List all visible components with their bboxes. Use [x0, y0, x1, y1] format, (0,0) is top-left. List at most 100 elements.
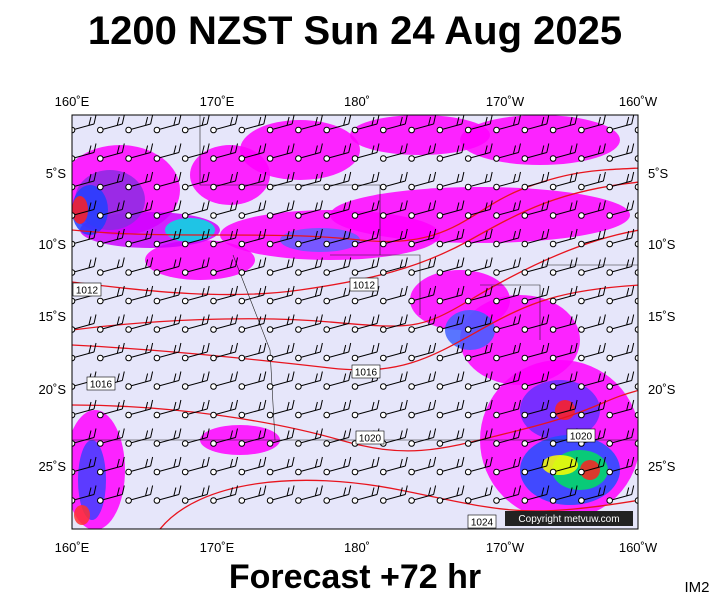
barb-station — [97, 155, 104, 162]
barb-staff — [269, 285, 295, 302]
barb-station — [210, 383, 217, 390]
wind-barb — [125, 285, 154, 305]
barb-station — [351, 326, 359, 333]
barb-staff — [128, 228, 154, 245]
barb-staff — [241, 399, 267, 416]
wind-barb — [380, 399, 408, 419]
wind-barb — [295, 257, 323, 276]
barb-station — [351, 269, 359, 276]
barb-station — [97, 440, 104, 447]
barb-staff — [439, 171, 465, 188]
barb-staff — [637, 357, 638, 358]
barb-station — [72, 468, 76, 476]
wind-barb — [493, 342, 521, 362]
wind-barb — [295, 200, 323, 219]
wind-barb — [634, 468, 638, 476]
barb-station — [408, 155, 415, 162]
barb-station — [351, 155, 359, 162]
wind-barb — [238, 200, 267, 219]
wind-barb — [72, 200, 97, 219]
barb-station — [606, 354, 614, 362]
wind-barb — [323, 314, 352, 333]
barb-staff — [496, 371, 521, 387]
wind-barb — [210, 143, 238, 162]
barb-staff — [609, 143, 635, 159]
wind-barb — [181, 171, 210, 191]
wind-barb — [210, 314, 238, 333]
barb-station — [436, 155, 444, 162]
barb-station — [210, 240, 217, 248]
barb-staff — [609, 228, 635, 245]
barb-staff — [383, 171, 408, 188]
precip-area — [280, 228, 360, 252]
barb-station — [72, 126, 76, 134]
barb-station — [181, 126, 189, 134]
barb-station — [634, 497, 638, 504]
barb-staff — [128, 456, 154, 473]
barb-staff — [185, 257, 210, 273]
barb-station — [72, 354, 76, 362]
barb-staff — [156, 115, 182, 131]
barb-station — [266, 411, 274, 419]
wind-barbs — [72, 115, 638, 504]
barb-staff — [439, 257, 465, 273]
wind-barb — [153, 285, 182, 305]
barb-station — [549, 240, 557, 248]
barb-staff — [128, 428, 154, 444]
barb-station — [493, 354, 500, 362]
barb-station — [493, 468, 500, 476]
wind-barb — [408, 485, 437, 504]
barb-station — [238, 468, 246, 476]
barb-station — [351, 126, 359, 134]
barb-station — [606, 183, 614, 191]
wind-barb — [606, 456, 635, 476]
barb-station — [408, 183, 415, 191]
barb-station — [351, 354, 359, 362]
barb-station — [210, 440, 217, 447]
barb-staff — [298, 342, 323, 359]
barb-station — [72, 183, 76, 191]
barb-station — [97, 411, 104, 419]
isobar-label: 1012 — [76, 286, 99, 297]
wind-barb — [238, 371, 267, 390]
wind-barb — [521, 399, 550, 419]
barb-staff — [185, 200, 210, 216]
barb-staff — [213, 257, 238, 273]
lon-label-top: 160˚E — [55, 94, 90, 109]
barb-staff — [552, 371, 578, 387]
barb-station — [464, 468, 472, 476]
wind-barb — [436, 228, 465, 248]
wind-barb — [351, 143, 380, 162]
wind-barb — [549, 257, 578, 276]
wind-barb — [295, 314, 323, 333]
wind-barb — [72, 399, 97, 419]
barb-staff — [100, 143, 125, 159]
barb-staff — [468, 228, 493, 245]
barb-station — [295, 269, 302, 276]
barb-staff — [637, 414, 638, 415]
barb-staff — [581, 171, 606, 188]
barb-staff — [354, 115, 380, 131]
barb-station — [606, 468, 614, 476]
isobar-label-box — [72, 282, 102, 297]
barb-staff — [581, 285, 606, 302]
wind-barb — [606, 200, 635, 219]
barb-staff — [269, 171, 295, 188]
barb-station — [549, 411, 557, 419]
barb-staff — [383, 285, 408, 302]
wind-barb — [210, 428, 238, 447]
barb-staff — [581, 228, 606, 245]
barb-staff — [354, 342, 380, 359]
barb-staff — [213, 200, 238, 216]
precip-area — [74, 505, 90, 525]
barb-station — [634, 440, 638, 447]
barb-staff — [552, 171, 578, 188]
wind-barb — [464, 171, 493, 191]
barb-staff — [100, 285, 125, 302]
barb-station — [181, 155, 189, 162]
barb-staff — [72, 456, 97, 473]
barb-station — [153, 354, 161, 362]
wind-barb — [153, 342, 182, 362]
barb-staff — [609, 200, 635, 216]
barb-station — [97, 126, 104, 134]
